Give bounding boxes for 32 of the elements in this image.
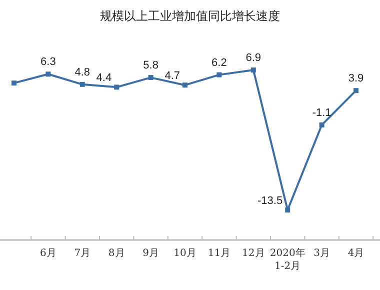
point — [80, 82, 85, 87]
point — [250, 68, 256, 72]
point — [12, 80, 16, 86]
point — [114, 84, 120, 90]
x-tick-label: 12月 — [242, 248, 265, 259]
x-tick-label: 8月 — [108, 248, 125, 259]
data-label: 4.7 — [164, 70, 180, 82]
point — [46, 72, 51, 77]
point — [182, 82, 188, 88]
point — [354, 88, 358, 94]
point — [285, 208, 290, 212]
x-tick-label: 4月 — [348, 248, 364, 259]
x-tick-label: 10月 — [174, 248, 196, 259]
data-label: 6.3 — [40, 56, 56, 68]
data-label: 5.8 — [143, 60, 158, 72]
point — [216, 72, 222, 78]
point — [148, 75, 154, 80]
x-tick-label: 3月 — [314, 248, 330, 259]
x-tick-label: 11月 — [208, 248, 231, 259]
data-label: 4.8 — [74, 66, 90, 78]
point — [319, 122, 324, 128]
data-label: -1.1 — [312, 106, 332, 119]
chart-title: 规模以上工业增加值同比增长速度 — [100, 9, 280, 23]
x-tick-label: 9月 — [142, 248, 159, 259]
data-label: 6.9 — [246, 52, 262, 64]
x-tick-label: 6月 — [40, 248, 56, 259]
data-label: 3.9 — [348, 72, 364, 85]
data-label: -13.5 — [258, 195, 283, 207]
x-tick-label: 2020年 1-2月 — [270, 247, 306, 272]
data-label: 4.4 — [96, 72, 112, 84]
x-tick-label: 7月 — [74, 248, 91, 259]
data-label: 6.2 — [212, 56, 227, 69]
